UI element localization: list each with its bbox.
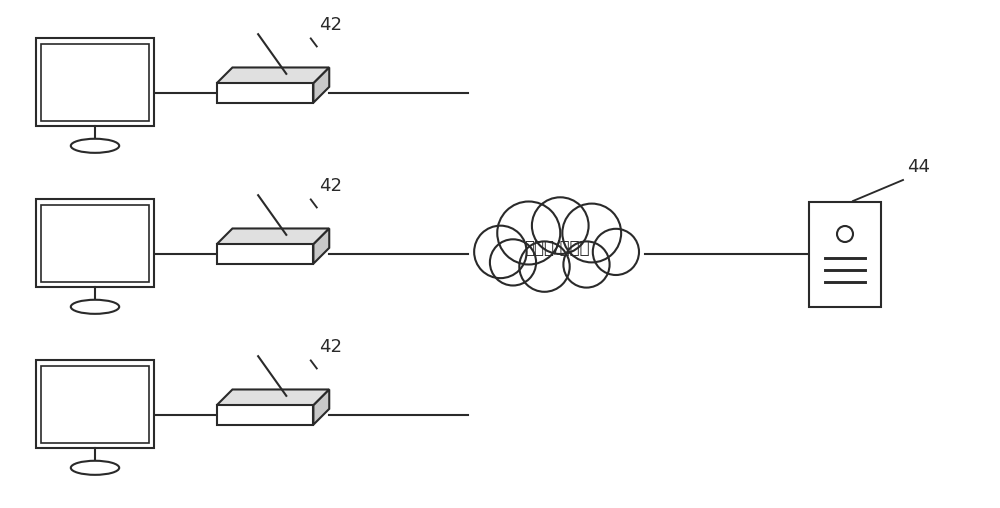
Polygon shape <box>313 229 329 264</box>
Polygon shape <box>313 68 329 103</box>
Ellipse shape <box>71 300 119 314</box>
Circle shape <box>593 229 639 275</box>
Circle shape <box>562 204 621 263</box>
Bar <box>217 244 313 264</box>
Polygon shape <box>217 390 329 405</box>
Text: 42: 42 <box>319 338 342 357</box>
Bar <box>36 361 154 449</box>
Bar <box>217 405 313 425</box>
Circle shape <box>532 197 589 254</box>
Bar <box>41 44 149 121</box>
Text: 44: 44 <box>907 158 930 176</box>
Bar <box>36 39 154 126</box>
Polygon shape <box>217 229 329 244</box>
Circle shape <box>519 241 570 292</box>
Circle shape <box>497 202 560 265</box>
Bar <box>809 202 881 306</box>
Bar <box>41 205 149 282</box>
Ellipse shape <box>71 461 119 475</box>
Circle shape <box>474 226 527 278</box>
Bar <box>36 200 154 288</box>
Ellipse shape <box>71 139 119 153</box>
Polygon shape <box>313 390 329 425</box>
Text: 局域网/广域网: 局域网/广域网 <box>524 239 590 257</box>
Bar <box>41 366 149 443</box>
Bar <box>217 83 313 103</box>
Text: 42: 42 <box>319 16 342 35</box>
Circle shape <box>837 226 853 242</box>
Circle shape <box>490 239 536 285</box>
Polygon shape <box>217 68 329 83</box>
Text: 42: 42 <box>319 177 342 196</box>
Circle shape <box>563 241 610 288</box>
